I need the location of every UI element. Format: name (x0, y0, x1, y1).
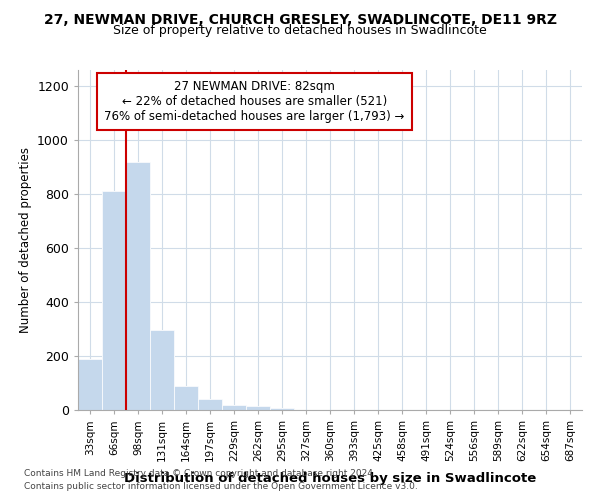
Bar (174, 386, 198, 410)
Text: Contains public sector information licensed under the Open Government Licence v3: Contains public sector information licen… (24, 482, 418, 491)
Text: Contains HM Land Registry data © Crown copyright and database right 2024.: Contains HM Land Registry data © Crown c… (24, 468, 376, 477)
Bar (198, 399, 222, 410)
Bar (222, 404, 246, 410)
Y-axis label: Number of detached properties: Number of detached properties (19, 147, 32, 333)
Bar (102, 192, 126, 410)
Bar (246, 406, 270, 410)
Bar (102, 192, 126, 410)
Bar (174, 386, 198, 410)
Bar (78, 358, 102, 410)
Text: 27, NEWMAN DRIVE, CHURCH GRESLEY, SWADLINCOTE, DE11 9RZ: 27, NEWMAN DRIVE, CHURCH GRESLEY, SWADLI… (44, 12, 557, 26)
Bar (126, 162, 150, 410)
Bar (270, 408, 294, 410)
Text: Size of property relative to detached houses in Swadlincote: Size of property relative to detached ho… (113, 24, 487, 37)
Bar (270, 408, 294, 410)
Bar (150, 330, 174, 410)
Bar (150, 330, 174, 410)
Bar (198, 399, 222, 410)
Text: 27 NEWMAN DRIVE: 82sqm
← 22% of detached houses are smaller (521)
76% of semi-de: 27 NEWMAN DRIVE: 82sqm ← 22% of detached… (104, 80, 404, 123)
X-axis label: Distribution of detached houses by size in Swadlincote: Distribution of detached houses by size … (124, 472, 536, 486)
Bar (126, 162, 150, 410)
Bar (246, 406, 270, 410)
Bar (78, 358, 102, 410)
Bar (222, 404, 246, 410)
